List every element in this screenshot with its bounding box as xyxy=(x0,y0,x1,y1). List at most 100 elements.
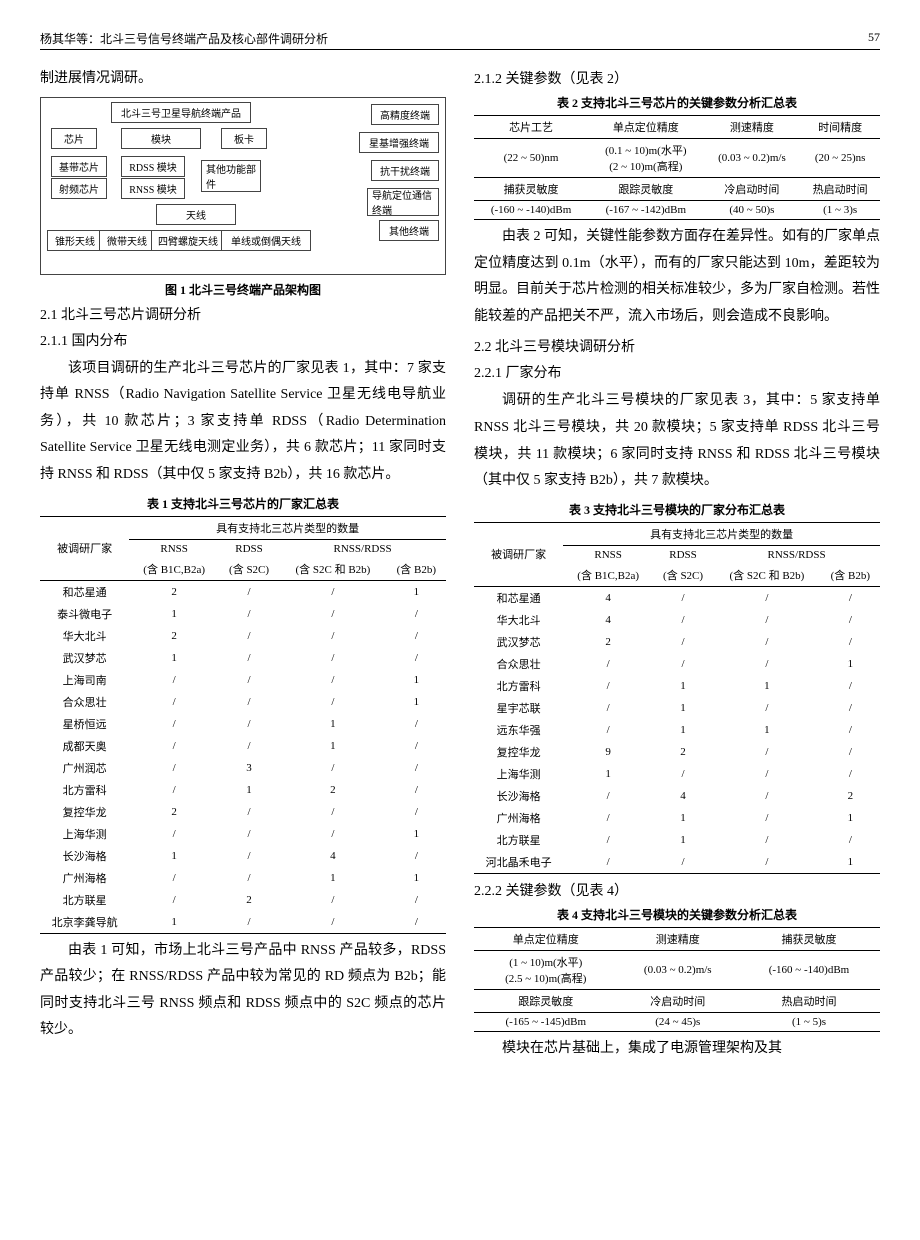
diag-rf: 射频芯片 xyxy=(51,178,107,199)
table-cell: / xyxy=(563,719,653,741)
table-cell: 1 xyxy=(821,653,880,675)
table-cell: 1 xyxy=(129,845,219,867)
two-column-layout: 制进展情况调研。 北斗三号卫星导航终端产品 芯片 模块 板卡 基带芯片 射频芯片… xyxy=(40,62,880,1066)
table-cell: 1 xyxy=(713,719,821,741)
table-cell: 2 xyxy=(821,785,880,807)
t3-h-count: 具有支持北三芯片类型的数量 xyxy=(563,522,880,545)
table-cell: / xyxy=(653,609,713,631)
table-cell: / xyxy=(279,757,387,779)
section-2-1-2: 2.1.2 关键参数（见表 2） xyxy=(474,68,880,88)
table-cell: / xyxy=(129,735,219,757)
table-cell: / xyxy=(387,603,446,625)
diag-rdss: RDSS 模块 xyxy=(121,156,185,177)
table-cell: / xyxy=(713,741,821,763)
t1-h-rdss: RDSS xyxy=(219,539,279,558)
table-cell: 2 xyxy=(653,741,713,763)
table-cell: / xyxy=(219,801,279,823)
table-cell: 广州海格 xyxy=(474,807,563,829)
table-cell: 上海华测 xyxy=(40,823,129,845)
table-cell: 1 xyxy=(279,735,387,757)
table1-caption: 表 1 支持北斗三号芯片的厂家汇总表 xyxy=(40,495,446,512)
table-cell: / xyxy=(713,631,821,653)
left-column: 制进展情况调研。 北斗三号卫星导航终端产品 芯片 模块 板卡 基带芯片 射频芯片… xyxy=(40,62,446,1066)
header-left: 杨其华等：北斗三号信号终端产品及核心部件调研分析 xyxy=(40,30,328,47)
table-cell: / xyxy=(219,713,279,735)
table-cell: / xyxy=(653,631,713,653)
section-2-1: 2.1 北斗三号芯片调研分析 xyxy=(40,304,446,324)
table-cell: / xyxy=(279,823,387,845)
table-cell: 华大北斗 xyxy=(474,609,563,631)
table-cell: / xyxy=(653,653,713,675)
table-cell: / xyxy=(387,845,446,867)
t4r1c2: 捕获灵敏度 xyxy=(738,927,880,950)
t3-h-rdss: RDSS xyxy=(653,545,713,564)
t2r4c0: (-160 ~ -140)dBm xyxy=(474,201,588,220)
t1-h-rnss: RNSS xyxy=(129,539,219,558)
table-cell: / xyxy=(713,829,821,851)
table-cell: / xyxy=(713,807,821,829)
table-2: 芯片工艺 单点定位精度 测速精度 时间精度 (22 ~ 50)nm (0.1 ~… xyxy=(474,115,880,220)
diag-r1: 高精度终端 xyxy=(371,104,439,125)
right-column: 2.1.2 关键参数（见表 2） 表 2 支持北斗三号芯片的关键参数分析汇总表 … xyxy=(474,62,880,1066)
table-cell: 远东华强 xyxy=(474,719,563,741)
t4r1c1: 测速精度 xyxy=(618,927,738,950)
para-intro: 制进展情况调研。 xyxy=(40,66,446,93)
table-cell: / xyxy=(387,889,446,911)
table-cell: / xyxy=(219,669,279,691)
diag-ant-3: 四臂螺旋天线 xyxy=(151,230,225,251)
table-cell: 1 xyxy=(653,675,713,697)
table-cell: 4 xyxy=(563,586,653,609)
table-cell: / xyxy=(387,801,446,823)
table-cell: 1 xyxy=(279,867,387,889)
para-t2-summary: 由表 2 可知，关键性能参数方面存在差异性。如有的厂家单点定位精度达到 0.1m… xyxy=(474,224,880,330)
table-cell: / xyxy=(219,691,279,713)
diag-ant-4: 单线或倒偶天线 xyxy=(221,230,311,251)
table-1: 被调研厂家 具有支持北三芯片类型的数量 RNSS RDSS RNSS/RDSS … xyxy=(40,516,446,934)
t2r3c3: 热启动时间 xyxy=(800,178,880,201)
table-cell: / xyxy=(713,697,821,719)
table-cell: / xyxy=(387,779,446,801)
t4r4c2: (1 ~ 5)s xyxy=(738,1012,880,1031)
table-cell: 2 xyxy=(279,779,387,801)
table-cell: / xyxy=(279,603,387,625)
table-cell: 1 xyxy=(129,911,219,934)
t1-h-both: RNSS/RDSS xyxy=(279,539,446,558)
table-cell: 成都天奥 xyxy=(40,735,129,757)
para-t1-summary: 由表 1 可知，市场上北斗三号产品中 RNSS 产品较多，RDSS 产品较少；在… xyxy=(40,938,446,1044)
t4r2c0: (1 ~ 10)m(水平) (2.5 ~ 10)m(高程) xyxy=(474,950,618,989)
table-cell: / xyxy=(387,647,446,669)
table-cell: / xyxy=(653,763,713,785)
table-cell: / xyxy=(279,889,387,911)
table-cell: 1 xyxy=(279,713,387,735)
table-cell: 北方雷科 xyxy=(40,779,129,801)
table-cell: / xyxy=(279,625,387,647)
table-cell: / xyxy=(279,911,387,934)
t4r3c0: 跟踪灵敏度 xyxy=(474,989,618,1012)
table-cell: / xyxy=(129,779,219,801)
table-cell: 1 xyxy=(129,647,219,669)
table-cell: / xyxy=(279,669,387,691)
t4r4c1: (24 ~ 45)s xyxy=(618,1012,738,1031)
table-cell: 复控华龙 xyxy=(474,741,563,763)
table-cell: 合众思壮 xyxy=(40,691,129,713)
t1-h3c: (含 S2C 和 B2b) xyxy=(279,558,387,581)
table-cell: 1 xyxy=(563,763,653,785)
table-cell: / xyxy=(129,867,219,889)
table-cell: 和芯星通 xyxy=(40,580,129,603)
table-4: 单点定位精度 测速精度 捕获灵敏度 (1 ~ 10)m(水平) (2.5 ~ 1… xyxy=(474,927,880,1032)
table-cell: 1 xyxy=(387,823,446,845)
table-cell: 1 xyxy=(387,580,446,603)
table-cell: 广州海格 xyxy=(40,867,129,889)
table-cell: / xyxy=(821,719,880,741)
table-cell: 北方联星 xyxy=(40,889,129,911)
table-cell: / xyxy=(129,669,219,691)
table-cell: / xyxy=(279,580,387,603)
table-cell: / xyxy=(713,763,821,785)
table-cell: / xyxy=(129,691,219,713)
t1-h-factory: 被调研厂家 xyxy=(40,516,129,580)
diag-board: 板卡 xyxy=(221,128,267,149)
t2r1c2: 测速精度 xyxy=(704,116,801,139)
diag-r3: 抗干扰终端 xyxy=(371,160,439,181)
t4r3c1: 冷启动时间 xyxy=(618,989,738,1012)
table-cell: 1 xyxy=(713,675,821,697)
